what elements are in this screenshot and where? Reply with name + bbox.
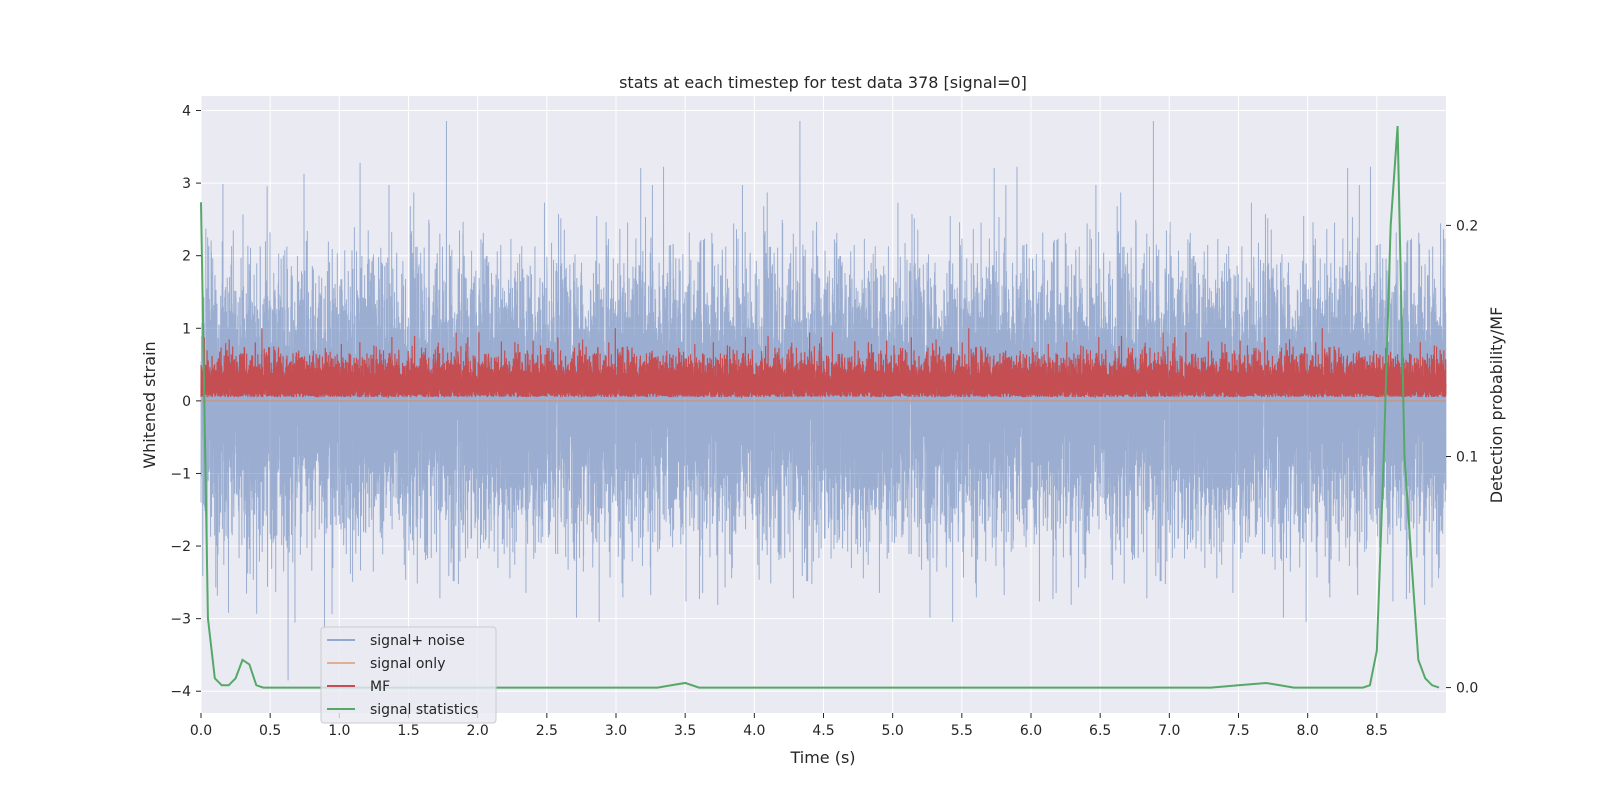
y2-tick-label: 0.1	[1456, 449, 1478, 465]
x-tick-label: 3.0	[605, 723, 627, 739]
legend: signal+ noise signal only MF signal stat…	[320, 626, 497, 724]
y-tick-label: −1	[170, 466, 191, 482]
x-tick-label: 6.0	[1020, 723, 1042, 739]
legend-label-signal-statistics: signal statistics	[370, 702, 478, 718]
y2-axis-label: Detection probability/MF	[1487, 307, 1506, 504]
legend-label-signal-noise: signal+ noise	[370, 633, 465, 649]
x-tick-label: 4.5	[812, 723, 834, 739]
x-tick-label: 0.5	[259, 723, 281, 739]
y-tick-label: 4	[182, 104, 191, 120]
legend-label-mf: MF	[370, 679, 390, 695]
x-tick-label: 5.0	[882, 723, 904, 739]
x-tick-label: 2.5	[536, 723, 558, 739]
y-tick-label: 2	[182, 249, 191, 265]
x-tick-label: 7.5	[1227, 723, 1249, 739]
chart-title: stats at each timestep for test data 378…	[619, 73, 1027, 92]
y-tick-label: −3	[170, 612, 191, 628]
y-tick-label: −2	[170, 539, 191, 555]
x-tick-label: 5.5	[951, 723, 973, 739]
x-tick-label: 2.0	[467, 723, 489, 739]
axes: 0.0 0.5 1.0 1.5 2.0 2.5 3.0 3.5 4.0 4.5 5.0 5.5 6.0 6…	[170, 104, 1478, 739]
y-tick-label: 1	[182, 321, 191, 337]
series-signal-noise-line	[200, 121, 1447, 681]
series-mf-line	[200, 328, 1447, 399]
y-axis-label: Whitened strain	[140, 341, 159, 468]
x-tick-label: 4.0	[743, 723, 765, 739]
x-tick-label: 7.0	[1158, 723, 1180, 739]
legend-box	[320, 626, 497, 724]
y2-tick-label: 0.2	[1456, 218, 1478, 234]
y-tick-label: 0	[182, 394, 191, 410]
x-tick-label: 8.0	[1297, 723, 1319, 739]
y-tick-label: 3	[182, 176, 191, 192]
x-axis-label: Time (s)	[789, 748, 855, 767]
x-tick-label: 6.5	[1089, 723, 1111, 739]
series-layer	[200, 121, 1447, 689]
x-tick-label: 1.0	[328, 723, 350, 739]
x-tick-label: 1.5	[397, 723, 419, 739]
x-tick-label: 8.5	[1366, 723, 1388, 739]
y2-tick-label: 0.0	[1456, 681, 1478, 697]
x-tick-label: 3.5	[674, 723, 696, 739]
y-tick-label: −4	[170, 684, 191, 700]
series-signal-statistics-line	[200, 125, 1440, 689]
legend-label-signal-only: signal only	[370, 656, 445, 672]
x-tick-label: 0.0	[190, 723, 212, 739]
